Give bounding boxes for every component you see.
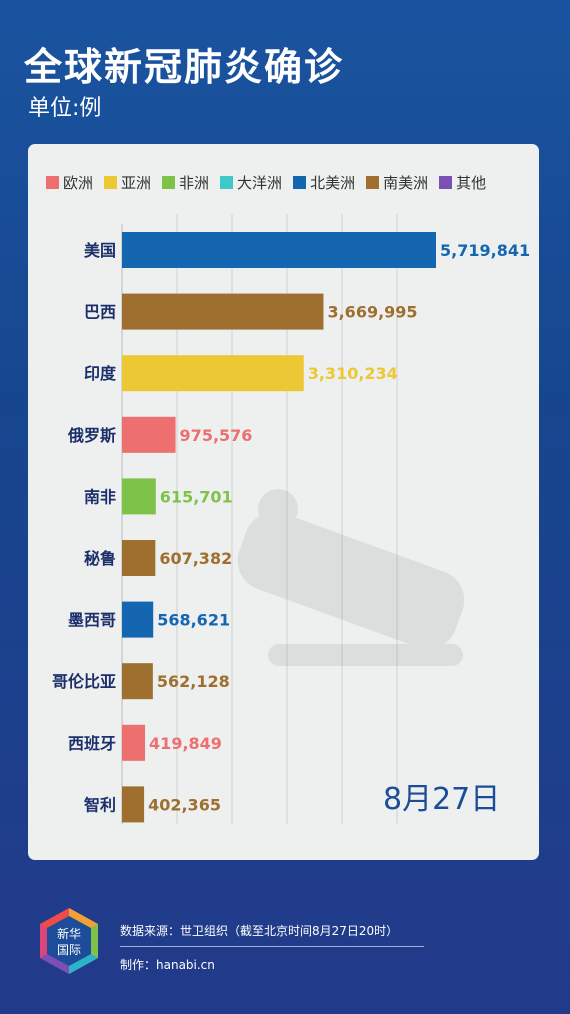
category-label: 西班牙 bbox=[68, 734, 116, 753]
legend-label: 南美洲 bbox=[383, 174, 429, 192]
maker-credit: 制作：hanabi.cn bbox=[120, 958, 215, 972]
legend-swatch bbox=[439, 176, 453, 189]
bar bbox=[122, 724, 146, 761]
bar bbox=[122, 786, 145, 823]
unit-label: 单位:例 bbox=[28, 96, 102, 121]
legend-item: 欧洲 bbox=[46, 172, 93, 193]
legend-swatch bbox=[162, 176, 176, 189]
legend-item: 北美洲 bbox=[293, 172, 355, 193]
value-label: 5,719,841 bbox=[440, 241, 530, 260]
legend-swatch bbox=[46, 176, 59, 189]
category-label: 南非 bbox=[84, 487, 116, 506]
legend-item: 亚洲 bbox=[104, 172, 151, 193]
category-label: 墨西哥 bbox=[68, 611, 116, 630]
legend-swatch bbox=[293, 176, 307, 189]
legend-swatch bbox=[366, 176, 380, 189]
category-label: 智利 bbox=[84, 795, 116, 814]
value-label: 607,382 bbox=[159, 549, 232, 568]
legend-label: 欧洲 bbox=[63, 174, 94, 192]
legend-label: 亚洲 bbox=[121, 174, 152, 192]
legend-label: 大洋洲 bbox=[237, 174, 283, 192]
logo-text-line2: 国际 bbox=[57, 943, 81, 957]
bar bbox=[122, 416, 176, 453]
value-label: 568,621 bbox=[157, 611, 230, 630]
legend: 欧洲 亚洲 非洲 大洋洲 北美洲 南美洲 其他 bbox=[46, 172, 497, 193]
category-label: 印度 bbox=[84, 364, 117, 383]
bar bbox=[122, 293, 324, 330]
value-label: 3,310,234 bbox=[308, 364, 398, 383]
chart-card: 欧洲 亚洲 非洲 大洋洲 北美洲 南美洲 其他 美国 5,719,841 巴西 3,669,995… bbox=[28, 144, 539, 860]
date-label: 8月27日 bbox=[383, 782, 501, 817]
category-label: 巴西 bbox=[84, 303, 116, 322]
page-title: 全球新冠肺炎确诊 bbox=[24, 45, 345, 89]
category-label: 俄罗斯 bbox=[67, 426, 116, 445]
value-label: 419,849 bbox=[149, 734, 222, 753]
bar bbox=[122, 232, 436, 268]
watermark-icon bbox=[237, 489, 465, 666]
value-label: 562,128 bbox=[157, 672, 230, 691]
xinhua-logo-icon: 新华 国际 bbox=[40, 908, 98, 974]
category-label: 美国 bbox=[84, 241, 116, 260]
logo-text-line1: 新华 bbox=[57, 926, 81, 941]
bar bbox=[122, 601, 154, 638]
legend-item: 其他 bbox=[439, 172, 486, 193]
category-label: 秘鲁 bbox=[84, 549, 116, 568]
value-label: 615,701 bbox=[160, 487, 233, 506]
legend-swatch bbox=[220, 176, 234, 189]
bar bbox=[122, 478, 156, 515]
value-label: 402,365 bbox=[148, 795, 221, 814]
bar bbox=[122, 355, 304, 392]
legend-item: 南美洲 bbox=[366, 172, 428, 193]
legend-swatch bbox=[104, 176, 118, 189]
legend-label: 北美洲 bbox=[310, 174, 356, 192]
bar bbox=[122, 663, 153, 700]
footer-divider bbox=[120, 946, 424, 947]
data-source: 数据来源：世卫组织（截至北京时间8月27日20时） bbox=[120, 924, 399, 938]
bar bbox=[122, 540, 156, 576]
bar-chart: 美国 5,719,841 巴西 3,669,995 印度 3,310,234 俄罗斯 975,… bbox=[52, 214, 530, 824]
legend-item: 大洋洲 bbox=[220, 172, 282, 193]
value-label: 3,669,995 bbox=[327, 303, 417, 322]
category-label: 哥伦比亚 bbox=[52, 672, 116, 691]
legend-item: 非洲 bbox=[162, 172, 209, 193]
value-label: 975,576 bbox=[180, 426, 253, 445]
legend-label: 非洲 bbox=[179, 174, 210, 192]
legend-label: 其他 bbox=[456, 174, 487, 192]
